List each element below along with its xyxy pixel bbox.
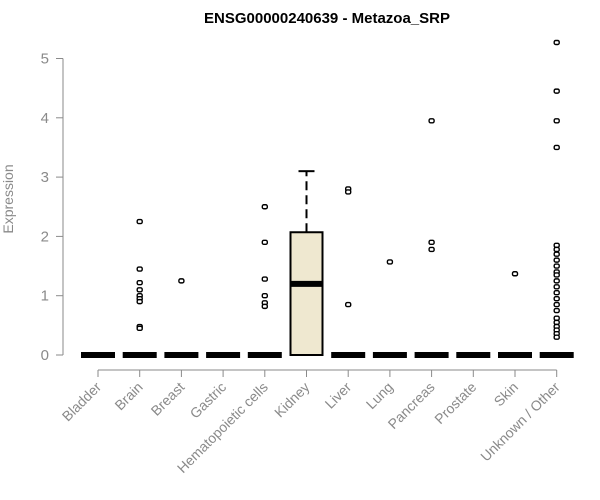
outlier-point	[386, 259, 394, 265]
y-tick-label: 3	[41, 169, 49, 186]
x-tick-label: Skin	[491, 379, 522, 410]
outlier-point	[553, 144, 560, 151]
y-axis: 0 1 2 3 4 5	[41, 51, 64, 364]
outlier-point	[136, 298, 143, 305]
outlier-point	[261, 204, 268, 210]
outlier-point	[553, 246, 560, 253]
outlier-point	[136, 325, 143, 332]
outlier-point	[428, 239, 435, 246]
outlier-point	[553, 263, 560, 269]
outlier-point	[553, 334, 560, 340]
x-tick-label: Unknown / Other	[477, 379, 563, 465]
outlier-point	[261, 293, 268, 299]
box-unknown-other	[539, 39, 574, 358]
outlier-point	[553, 242, 560, 248]
box-skin	[498, 271, 532, 358]
outlier-point	[136, 287, 143, 293]
outlier-point	[553, 295, 560, 302]
box-series	[81, 39, 574, 358]
box-breast	[164, 278, 199, 358]
box-kidney	[289, 170, 324, 356]
box-hematopoietic-cells	[247, 204, 282, 358]
outlier-point	[345, 189, 352, 195]
outlier-point	[261, 239, 268, 246]
x-tick-label: Breast	[148, 379, 188, 419]
outlier-point	[428, 118, 435, 124]
outlier-point	[553, 251, 560, 257]
outlier-point	[553, 272, 560, 278]
outlier-point	[553, 118, 560, 124]
outlier-point	[178, 278, 185, 284]
y-tick-label: 2	[41, 228, 49, 245]
x-tick-label: Kidney	[271, 379, 313, 421]
outlier-point	[553, 315, 560, 321]
box-liver	[331, 186, 366, 358]
outlier-point	[553, 88, 560, 94]
box-pancreas	[414, 118, 449, 358]
y-tick-label: 0	[41, 347, 49, 364]
outlier-point	[428, 246, 435, 253]
outlier-point	[261, 276, 268, 282]
y-tick-label: 5	[41, 51, 49, 68]
outlier-point	[553, 319, 560, 326]
outlier-point	[345, 301, 352, 308]
outlier-point	[553, 39, 560, 46]
outlier-point	[511, 271, 519, 277]
x-tick-label: Liver	[322, 379, 355, 412]
outlier-point	[261, 303, 268, 310]
x-tick-label: Lung	[363, 379, 396, 412]
outlier-point	[136, 218, 143, 225]
chart-title: ENSG00000240639 - Metazoa_SRP	[204, 10, 450, 27]
y-tick-label: 1	[41, 288, 49, 305]
outlier-point	[553, 307, 560, 314]
outlier-point	[553, 301, 560, 308]
outlier-point	[553, 284, 560, 290]
outlier-point	[136, 266, 143, 272]
outlier-point	[553, 290, 560, 296]
box-rect	[289, 231, 324, 356]
x-tick-label: Prostate	[431, 379, 479, 427]
x-tick-label: Bladder	[59, 379, 105, 425]
x-tick-label: Brain	[111, 379, 145, 413]
outlier-point	[553, 257, 560, 263]
box-lung	[372, 259, 407, 358]
outlier-point	[136, 279, 143, 286]
box-brain	[122, 218, 157, 358]
outlier-point	[553, 278, 560, 284]
y-tick-label: 4	[41, 110, 49, 127]
y-axis-label: Expression	[0, 164, 16, 233]
